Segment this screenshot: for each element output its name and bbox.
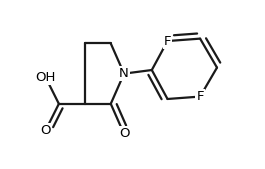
Text: N: N [119, 67, 129, 80]
Text: F: F [164, 34, 171, 47]
Text: O: O [40, 124, 51, 137]
Text: O: O [119, 127, 129, 140]
Text: F: F [196, 90, 204, 103]
Text: OH: OH [36, 71, 56, 84]
